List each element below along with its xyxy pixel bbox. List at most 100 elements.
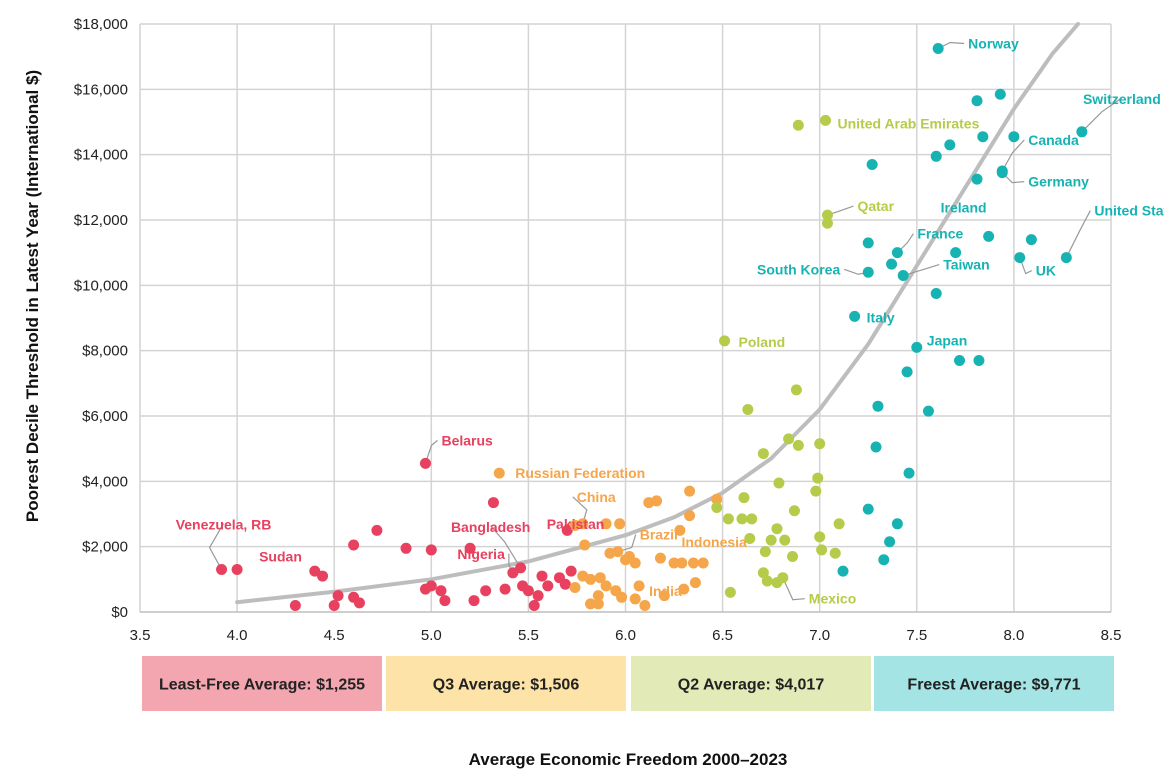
data-point-q2	[829, 547, 841, 559]
data-point-q3	[668, 557, 680, 569]
data-point-q2	[787, 550, 799, 562]
annotation-leader	[490, 525, 522, 569]
annotation-label: Italy	[867, 309, 895, 325]
annotation-label: Germany	[1028, 174, 1089, 190]
data-point-freest	[971, 173, 983, 185]
data-point-q3	[577, 518, 589, 530]
data-point-q3	[569, 582, 581, 593]
data-point-q2	[821, 209, 833, 221]
average-box-bg	[386, 656, 626, 711]
data-point-freest	[996, 165, 1008, 177]
trendline	[235, 22, 1080, 605]
data-point-freest	[977, 131, 989, 143]
x-tick-label: 8.5	[1101, 627, 1122, 644]
data-point-q3	[600, 580, 612, 592]
data-point-q2	[761, 575, 773, 587]
annotation-leader	[424, 439, 438, 464]
data-point-freest	[862, 503, 874, 515]
x-tick-label: 6.0	[615, 627, 636, 644]
data-point-freest	[870, 441, 882, 453]
data-point-least_free	[522, 585, 534, 597]
data-point-least_free	[425, 580, 437, 592]
data-point-q2	[742, 403, 754, 415]
data-point-q3	[616, 591, 628, 603]
data-point-freest	[922, 405, 934, 417]
data-point-q2	[738, 492, 750, 504]
data-point-freest	[837, 565, 849, 577]
data-point-least_free	[480, 585, 492, 597]
data-point-q3	[629, 593, 641, 605]
data-point-q2	[773, 477, 785, 489]
data-point-least_free	[353, 597, 365, 609]
x-tick-label: 7.5	[906, 627, 927, 644]
data-point-q2	[771, 523, 783, 535]
average-box-label: Freest Average: $9,771	[907, 677, 1080, 694]
data-point-q2	[757, 567, 769, 579]
data-point-freest	[878, 554, 890, 566]
annotation-leader	[1065, 210, 1091, 258]
average-box-bg	[142, 656, 382, 711]
data-point-q2	[810, 485, 822, 497]
data-point-q3	[697, 557, 709, 569]
x-axis-ticks: 3.5 4.0 4.5 5.0 5.5 6.0 6.5 7.0 7.5 8.0 8.5	[130, 627, 1122, 644]
data-point-freest	[897, 270, 909, 282]
data-point-q3	[639, 599, 651, 611]
data-point-least_free	[464, 542, 476, 554]
y-tick-label: $6,000	[82, 408, 128, 425]
annotation-label: India	[649, 583, 682, 599]
data-point-least_free	[542, 580, 554, 592]
data-point-q2	[833, 518, 845, 530]
data-point-freest	[930, 150, 942, 162]
annotation-label: China	[577, 489, 616, 505]
data-point-freest	[1060, 252, 1072, 264]
x-tick-label: 8.0	[1003, 627, 1024, 644]
data-point-freest	[891, 247, 903, 259]
x-tick-label: 3.5	[130, 627, 151, 644]
data-point-q3	[689, 577, 701, 589]
data-point-least_free	[439, 595, 451, 607]
data-point-q2	[812, 472, 824, 484]
x-tick-label: 4.5	[324, 627, 345, 644]
average-boxes: Least-Free Average: $1,255 Q3 Average: $1…	[142, 656, 1114, 711]
data-point-q2	[757, 448, 769, 460]
data-point-q3	[600, 518, 612, 530]
data-point-q3	[711, 493, 723, 505]
data-point-freest	[891, 518, 903, 530]
data-point-least_free	[289, 599, 301, 611]
data-point-freest	[901, 366, 913, 378]
annotations: Norway Switzerland United Arab Emirates Can…	[176, 36, 1164, 607]
annotation-label: Brazil	[640, 527, 678, 543]
annotation-label: United Arab Emirates	[838, 115, 980, 131]
average-box-label: Least-Free Average: $1,255	[159, 677, 365, 694]
data-point-q2	[777, 572, 789, 584]
annotation-leader	[208, 523, 225, 570]
data-point-freest	[866, 158, 878, 170]
annotation-label: Poland	[739, 334, 786, 350]
data-point-least_free	[231, 564, 243, 576]
data-point-freest	[911, 341, 923, 353]
annotation-label: Belarus	[441, 432, 493, 448]
annotation-leader	[1001, 139, 1025, 172]
data-point-q3	[585, 598, 597, 610]
data-point-q2	[820, 114, 832, 126]
x-tick-label: 4.0	[227, 627, 248, 644]
annotation-leader	[903, 263, 940, 277]
average-box: Q3 Average: $1,506	[386, 656, 626, 711]
data-point-q3	[614, 518, 626, 530]
annotation-label: Japan	[927, 332, 967, 348]
data-point-least_free	[499, 583, 511, 595]
data-point-least_free	[515, 562, 527, 574]
data-point-freest	[932, 43, 944, 54]
annotation-leader	[782, 577, 805, 601]
data-point-q2	[783, 433, 795, 445]
data-point-freest	[954, 354, 966, 366]
annotation-label: South Korea	[757, 261, 840, 277]
data-point-q3	[687, 557, 699, 569]
data-points	[216, 43, 1088, 611]
annotation-label: Pakistan	[547, 516, 605, 532]
data-point-q2	[711, 501, 723, 513]
data-point-least_free	[425, 544, 437, 556]
average-box: Q2 Average: $4,017	[631, 656, 871, 711]
data-point-least_free	[332, 590, 344, 602]
